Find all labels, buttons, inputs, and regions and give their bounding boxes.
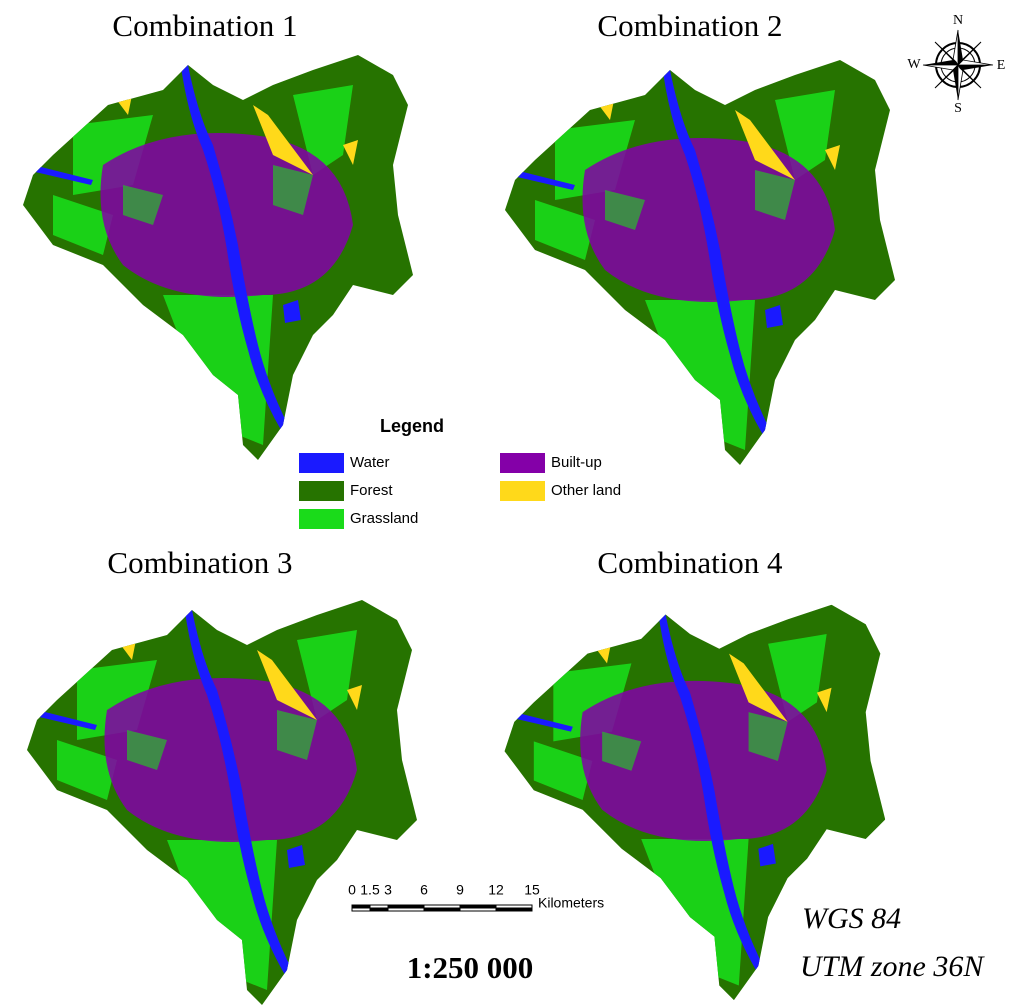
scale-segment	[388, 908, 424, 911]
legend-swatch	[299, 481, 344, 501]
panel-title: Combination 3	[107, 545, 292, 580]
scale-segment	[496, 908, 532, 911]
legend-label: Built-up	[551, 454, 602, 471]
map-panel-2	[495, 50, 895, 470]
compass-east: E	[997, 58, 1006, 73]
scale-segment	[424, 908, 460, 911]
scale-ratio: 1:250 000	[407, 950, 534, 985]
map-panel-1	[13, 45, 413, 465]
compass-north: N	[953, 13, 963, 28]
projection-datum: WGS 84	[802, 902, 901, 935]
projection-zone: UTM zone 36N	[800, 950, 985, 983]
compass-south: S	[954, 101, 962, 116]
legend-swatch	[500, 453, 545, 473]
legend: Legend Water Forest Grassland Built-up Other…	[299, 416, 621, 529]
legend-label: Other land	[551, 482, 621, 499]
scale-unit: Kilometers	[538, 895, 604, 911]
panel-title: Combination 2	[597, 8, 782, 43]
scale-segment	[460, 908, 496, 911]
map-figure: Combination 1 Combination 2 Combination …	[0, 0, 1017, 1008]
scale-tick-label: 6	[420, 882, 428, 898]
legend-swatch	[299, 509, 344, 529]
map-panel-4	[495, 595, 885, 1005]
map-panel-3	[17, 590, 417, 1008]
scale-tick-label: 9	[456, 882, 464, 898]
scale-segment	[370, 908, 388, 911]
legend-label: Forest	[350, 482, 393, 499]
compass: N S W E	[907, 13, 1005, 116]
scale-tick-label: 15	[524, 882, 540, 898]
scale-tick-label: 12	[488, 882, 504, 898]
compass-west: W	[907, 57, 921, 72]
legend-label: Water	[350, 454, 389, 471]
scale-tick-label: 0	[348, 882, 356, 898]
scale-tick-label: 3	[384, 882, 392, 898]
panel-title: Combination 4	[597, 545, 783, 580]
legend-title: Legend	[380, 416, 444, 436]
scale-segment	[352, 908, 370, 911]
legend-swatch	[299, 453, 344, 473]
legend-label: Grassland	[350, 510, 418, 527]
scale-tick-label: 1.5	[360, 882, 380, 898]
legend-swatch	[500, 481, 545, 501]
panel-title: Combination 1	[112, 8, 297, 43]
